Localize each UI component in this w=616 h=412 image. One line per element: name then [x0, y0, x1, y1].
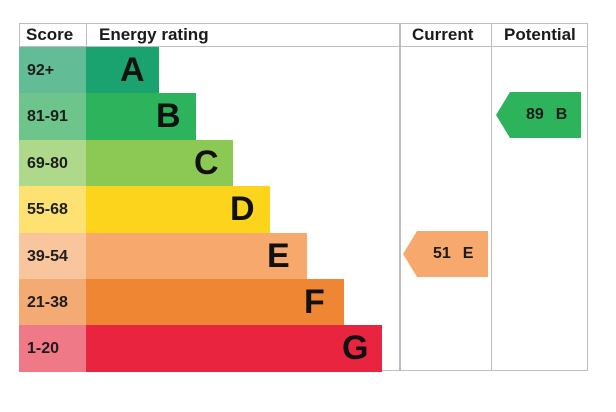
band-letter: F	[304, 283, 325, 321]
band-score-range: 81-91	[19, 93, 86, 141]
potential-rating-arrow: 89 B	[496, 92, 581, 138]
band-letter: E	[267, 236, 290, 275]
header-underline	[19, 23, 588, 47]
band-letter: D	[230, 190, 255, 229]
current-column-frame	[399, 23, 492, 371]
current-rating-arrow: 51 E	[403, 231, 488, 277]
band-letter: G	[342, 329, 369, 368]
band-score-range: 92+	[19, 47, 86, 94]
current-header: Current	[412, 25, 474, 44]
band-bar: F	[86, 279, 344, 326]
band-bar: B	[86, 93, 196, 141]
band-bar: E	[86, 232, 307, 280]
potential-header: Potential	[504, 25, 576, 44]
energy-rating-chart: Score Energy rating Current Potential 92…	[19, 23, 588, 373]
band-letter: C	[194, 143, 219, 182]
band-score-range: 69-80	[19, 139, 86, 187]
current-rating-value: 51	[433, 245, 451, 262]
score-header: Score	[26, 25, 74, 44]
band-bar: D	[86, 186, 270, 234]
energy-rating-header: Energy rating	[99, 25, 209, 44]
potential-rating-value: 89	[526, 106, 544, 123]
potential-column-frame	[491, 23, 588, 371]
band-bar: G	[86, 325, 382, 373]
band-bar: C	[86, 139, 233, 187]
band-score-range: 39-54	[19, 232, 86, 280]
band-letter: A	[120, 51, 145, 89]
band-letter: B	[156, 97, 181, 136]
band-score-range: 55-68	[19, 186, 86, 234]
band-score-range: 1-20	[19, 325, 86, 373]
current-rating-letter: E	[462, 245, 474, 262]
potential-rating-letter: B	[555, 106, 568, 123]
band-score-range: 21-38	[19, 279, 86, 326]
band-bar: A	[86, 47, 159, 94]
